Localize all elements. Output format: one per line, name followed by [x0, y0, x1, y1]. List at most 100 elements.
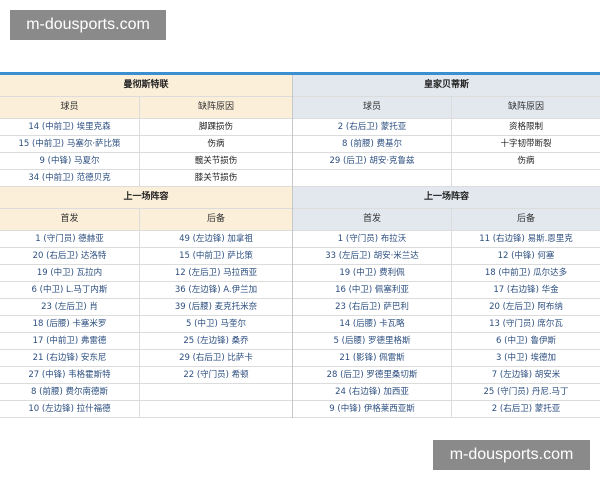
lineup-title: 上一场阵容 [0, 187, 292, 209]
substitute: 25 (左边锋) 桑乔 [183, 336, 249, 346]
lineup-row: 27 (中锋) 韦格霍斯特 22 (守门员) 希顿 [0, 367, 292, 384]
header-subs: 后备 [206, 214, 225, 224]
absence-reason: 资格限制 [508, 122, 543, 132]
lineup-title: 上一场阵容 [293, 187, 600, 209]
substitute: 5 (中卫) 马奎尔 [186, 319, 246, 329]
lineup-row: 1 (守门员) 布拉沃 11 (右边锋) 易斯.恩里克 [293, 231, 600, 248]
substitute: 49 (左边锋) 加拿祖 [179, 234, 253, 244]
player-name: 14 (中前卫) 埃里克森 [0, 119, 140, 135]
absence-reason: 伤病 [517, 156, 535, 166]
lineup-row: 23 (右后卫) 萨巴利 20 (左后卫) 阿布纳 [293, 299, 600, 316]
header-starters: 首发 [293, 209, 452, 230]
injury-header-row: 球员 缺阵原因 [293, 97, 600, 119]
substitute: 39 (后腰) 麦克托米奈 [174, 302, 258, 312]
substitute [140, 384, 292, 400]
starter: 9 (中锋) 伊格莱西亚斯 [293, 401, 452, 417]
player-name [293, 170, 452, 186]
injury-row: 15 (中前卫) 马塞尔·萨比策 伤病 [0, 136, 292, 153]
player-name: 2 (右后卫) 蒙托亚 [293, 119, 452, 135]
player-name: 15 (中前卫) 马塞尔·萨比策 [0, 136, 140, 152]
starter: 20 (右后卫) 达洛特 [0, 248, 140, 264]
substitute: 7 (左边锋) 胡安米 [491, 370, 561, 380]
starter: 10 (左边锋) 拉什福德 [0, 401, 140, 417]
substitute: 11 (右边锋) 易斯.恩里克 [479, 234, 573, 244]
header-subs: 后备 [516, 214, 535, 224]
substitute [140, 401, 292, 417]
starter: 27 (中锋) 韦格霍斯特 [0, 367, 140, 383]
lineup-row: 21 (影锋) 佩雷斯 3 (中卫) 埃德加 [293, 350, 600, 367]
substitute: 13 (守门员) 席尔瓦 [489, 319, 563, 329]
substitute: 22 (守门员) 希顿 [183, 370, 249, 380]
starter: 21 (影锋) 佩雷斯 [293, 350, 452, 366]
watermark: m-dousports.com [10, 10, 166, 40]
lineup-table: 曼彻斯特联 球员 缺阵原因 14 (中前卫) 埃里克森 脚踝损伤 15 (中前卫) 马塞尔… [0, 72, 600, 418]
lineup-row: 19 (中卫) 费利佩 18 (中前卫) 瓜尔达多 [293, 265, 600, 282]
home-team-panel: 曼彻斯特联 球员 缺阵原因 14 (中前卫) 埃里克森 脚踝损伤 15 (中前卫) 马塞尔… [0, 75, 293, 418]
injury-row: 29 (后卫) 胡安·克鲁兹 伤病 [293, 153, 600, 170]
absence-reason: 脚踝损伤 [198, 122, 233, 132]
starter: 28 (后卫) 罗德里桑切斯 [293, 367, 452, 383]
team-name: 曼彻斯特联 [0, 75, 292, 97]
lineup-row: 9 (中锋) 伊格莱西亚斯 2 (右后卫) 蒙托亚 [293, 401, 600, 418]
substitute: 18 (中前卫) 瓜尔达多 [484, 268, 568, 278]
injury-row: 2 (右后卫) 蒙托亚 资格限制 [293, 119, 600, 136]
absence-reason: 十字韧带断裂 [500, 139, 552, 149]
watermark: m-dousports.com [433, 440, 590, 470]
absence-reason: 髋关节损伤 [194, 156, 238, 166]
header-reason: 缺阵原因 [197, 102, 234, 112]
injury-row: 34 (中前卫) 范德贝克 膝关节损伤 [0, 170, 292, 187]
substitute: 3 (中卫) 埃德加 [496, 353, 556, 363]
lineup-row: 14 (后腰) 卡瓦略 13 (守门员) 席尔瓦 [293, 316, 600, 333]
starter: 1 (守门员) 布拉沃 [293, 231, 452, 247]
away-team-panel: 皇家贝蒂斯 球员 缺阵原因 2 (右后卫) 蒙托亚 资格限制 8 (前腰) 费基尔 十字韧带… [293, 75, 600, 418]
player-name: 34 (中前卫) 范德贝克 [0, 170, 140, 186]
player-name: 8 (前腰) 费基尔 [293, 136, 452, 152]
lineup-row: 33 (左后卫) 胡安·米兰达 12 (中锋) 何塞 [293, 248, 600, 265]
lineup-row: 28 (后卫) 罗德里桑切斯 7 (左边锋) 胡安米 [293, 367, 600, 384]
substitute: 36 (左边锋) A.伊兰加 [174, 285, 258, 295]
lineup-row: 16 (中卫) 佩塞利亚 17 (右边锋) 华金 [293, 282, 600, 299]
substitute: 12 (中锋) 何塞 [497, 251, 555, 261]
substitute: 17 (右边锋) 华金 [493, 285, 559, 295]
absence-reason: 伤病 [207, 139, 225, 149]
substitute: 25 (守门员) 丹尼.马丁 [483, 387, 569, 397]
lineup-row: 17 (中前卫) 弗雷德 25 (左边锋) 桑乔 [0, 333, 292, 350]
substitute: 6 (中卫) 鲁伊斯 [496, 336, 556, 346]
starter: 8 (前腰) 费尔南德斯 [0, 384, 140, 400]
header-reason: 缺阵原因 [507, 102, 544, 112]
absence-reason: 膝关节损伤 [194, 173, 238, 183]
starter: 18 (后腰) 卡塞米罗 [0, 316, 140, 332]
substitute: 20 (左后卫) 阿布纳 [489, 302, 563, 312]
injury-row: 9 (中锋) 马夏尔 髋关节损伤 [0, 153, 292, 170]
substitute: 15 (中前卫) 萨比策 [179, 251, 253, 261]
team-name: 皇家贝蒂斯 [293, 75, 600, 97]
lineup-header-row: 首发 后备 [293, 209, 600, 231]
lineup-row: 18 (后腰) 卡塞米罗 5 (中卫) 马奎尔 [0, 316, 292, 333]
starter: 19 (中卫) 费利佩 [293, 265, 452, 281]
player-name: 29 (后卫) 胡安·克鲁兹 [293, 153, 452, 169]
injury-header-row: 球员 缺阵原因 [0, 97, 292, 119]
header-player: 球员 [0, 97, 140, 118]
starter: 1 (守门员) 德赫亚 [0, 231, 140, 247]
header-player: 球员 [293, 97, 452, 118]
absence-reason [452, 170, 600, 186]
injury-row: 8 (前腰) 费基尔 十字韧带断裂 [293, 136, 600, 153]
starter: 5 (后腰) 罗德里格斯 [293, 333, 452, 349]
substitute: 2 (右后卫) 蒙托亚 [491, 404, 561, 414]
starter: 24 (右边锋) 加西亚 [293, 384, 452, 400]
starter: 33 (左后卫) 胡安·米兰达 [293, 248, 452, 264]
lineup-row: 24 (右边锋) 加西亚 25 (守门员) 丹尼.马丁 [293, 384, 600, 401]
lineup-row: 1 (守门员) 德赫亚 49 (左边锋) 加拿祖 [0, 231, 292, 248]
lineup-row: 8 (前腰) 费尔南德斯 [0, 384, 292, 401]
substitute: 12 (左后卫) 马拉西亚 [174, 268, 258, 278]
starter: 16 (中卫) 佩塞利亚 [293, 282, 452, 298]
substitute: 29 (右后卫) 比萨卡 [179, 353, 253, 363]
injury-row: 14 (中前卫) 埃里克森 脚踝损伤 [0, 119, 292, 136]
lineup-row: 10 (左边锋) 拉什福德 [0, 401, 292, 418]
starter: 23 (右后卫) 萨巴利 [293, 299, 452, 315]
starter: 14 (后腰) 卡瓦略 [293, 316, 452, 332]
starter: 6 (中卫) L.马丁内斯 [0, 282, 140, 298]
lineup-row: 6 (中卫) L.马丁内斯 36 (左边锋) A.伊兰加 [0, 282, 292, 299]
lineup-row: 20 (右后卫) 达洛特 15 (中前卫) 萨比策 [0, 248, 292, 265]
starter: 23 (左后卫) 肖 [0, 299, 140, 315]
